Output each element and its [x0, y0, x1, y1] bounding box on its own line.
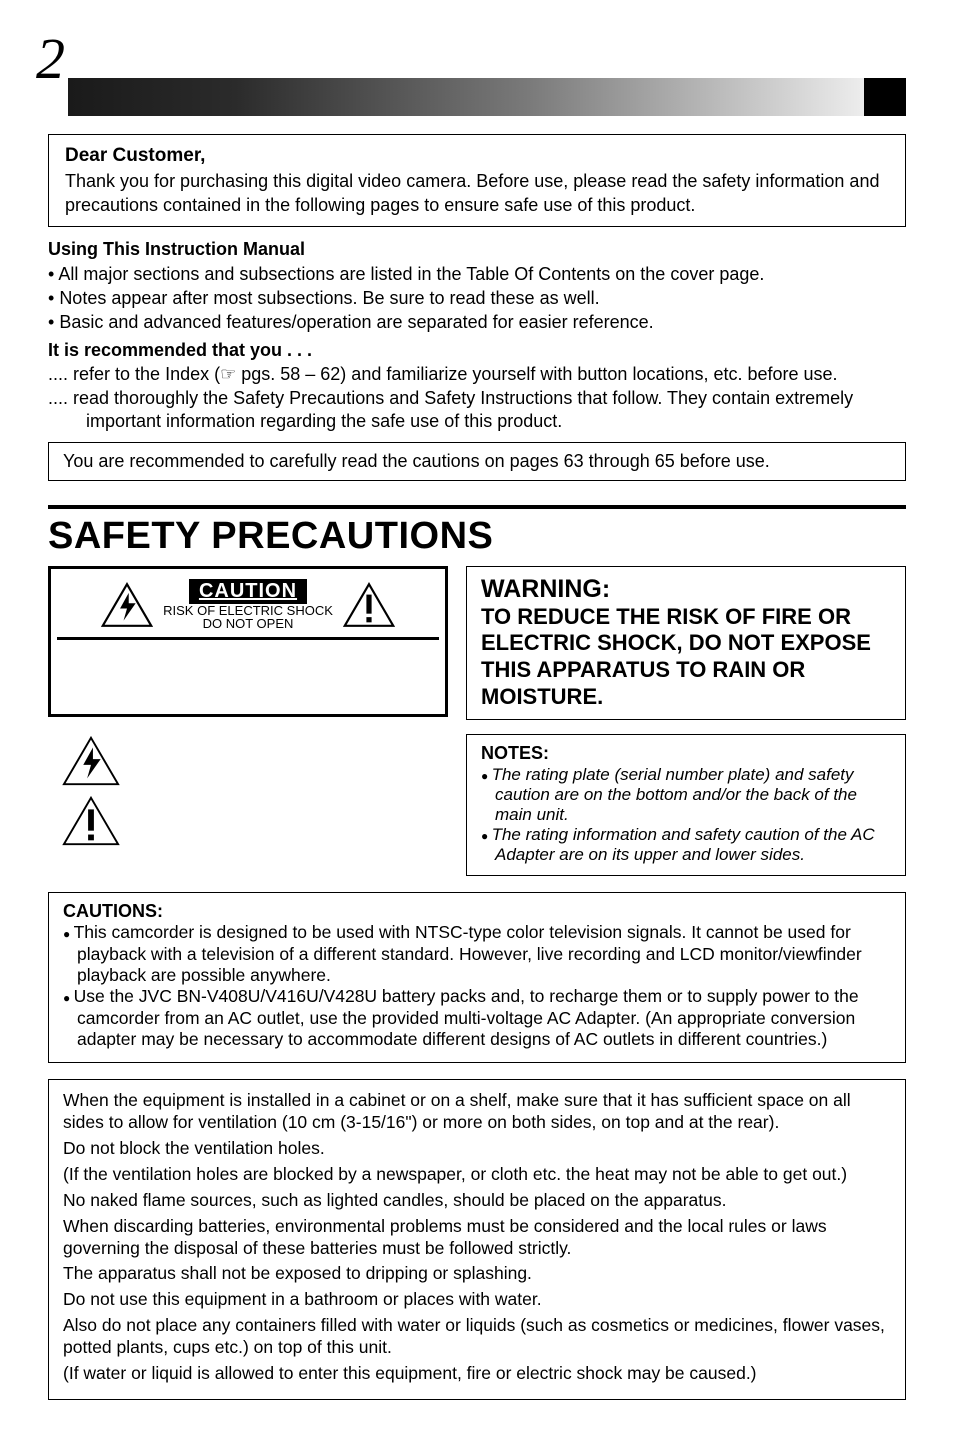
lightning-triangle-icon — [101, 582, 153, 628]
paragraph: When the equipment is installed in a cab… — [63, 1090, 891, 1134]
caution-word: CAUTION — [189, 579, 307, 604]
warning-title: WARNING: — [481, 575, 891, 604]
using-manual-list: All major sections and subsections are l… — [48, 262, 906, 335]
ventilation-box: When the equipment is installed in a cab… — [48, 1079, 906, 1400]
using-manual-heading: Using This Instruction Manual — [48, 239, 906, 260]
recommendation-box: You are recommended to carefully read th… — [48, 442, 906, 481]
paragraph: Do not use this equipment in a bathroom … — [63, 1289, 891, 1311]
cautions-title: CAUTIONS: — [63, 901, 891, 922]
caution-sub1: RISK OF ELECTRIC SHOCK — [163, 604, 333, 618]
intro-body: Thank you for purchasing this digital vi… — [65, 169, 889, 218]
exclamation-triangle-icon — [343, 582, 395, 628]
cautions-box: CAUTIONS: This camcorder is designed to … — [48, 892, 906, 1063]
list-item: .... refer to the Index (☞ pgs. 58 – 62)… — [48, 363, 906, 386]
list-item: .... read thoroughly the Safety Precauti… — [48, 387, 906, 434]
paragraph: The apparatus shall not be exposed to dr… — [63, 1263, 891, 1285]
notes-title: NOTES: — [481, 743, 891, 764]
paragraph: Do not block the ventilation holes. — [63, 1138, 891, 1160]
list-item: Use the JVC BN-V408U/V416U/V428U battery… — [63, 986, 891, 1050]
warning-body: TO REDUCE THE RISK OF FIRE OR ELECTRIC S… — [481, 604, 891, 711]
notes-box: NOTES: The rating plate (serial number p… — [466, 734, 906, 876]
list-item-text: refer to the Index (☞ pgs. 58 – 62) and … — [73, 364, 838, 384]
paragraph: Also do not place any containers filled … — [63, 1315, 891, 1359]
list-item: This camcorder is designed to be used wi… — [63, 922, 891, 986]
paragraph: When discarding batteries, environmental… — [63, 1216, 891, 1260]
main-title: SAFETY PRECAUTIONS — [48, 515, 906, 558]
intro-box: Dear Customer, Thank you for purchasing … — [48, 134, 906, 227]
list-item: Notes appear after most subsections. Be … — [48, 286, 906, 310]
lightning-triangle-icon — [62, 735, 120, 787]
exclamation-triangle-icon — [62, 795, 120, 847]
list-item: The rating plate (serial number plate) a… — [481, 765, 891, 825]
caution-sub2: DO NOT OPEN — [163, 617, 333, 631]
greeting: Dear Customer, — [65, 145, 889, 167]
header-gradient-bar — [68, 78, 906, 116]
list-item: Basic and advanced features/operation ar… — [48, 310, 906, 334]
paragraph: (If water or liquid is allowed to enter … — [63, 1363, 891, 1385]
paragraph: (If the ventilation holes are blocked by… — [63, 1164, 891, 1186]
recommended-heading: It is recommended that you . . . — [48, 340, 906, 361]
caution-plate: CAUTION RISK OF ELECTRIC SHOCK DO NOT OP… — [48, 566, 448, 717]
list-item: The rating information and safety cautio… — [481, 825, 891, 865]
divider — [48, 505, 906, 509]
list-item: All major sections and subsections are l… — [48, 262, 906, 286]
list-item-text: read thoroughly the Safety Precautions a… — [73, 388, 853, 431]
recommended-list: .... refer to the Index (☞ pgs. 58 – 62)… — [48, 363, 906, 433]
warning-box: WARNING: TO REDUCE THE RISK OF FIRE OR E… — [466, 566, 906, 720]
paragraph: No naked flame sources, such as lighted … — [63, 1190, 891, 1212]
